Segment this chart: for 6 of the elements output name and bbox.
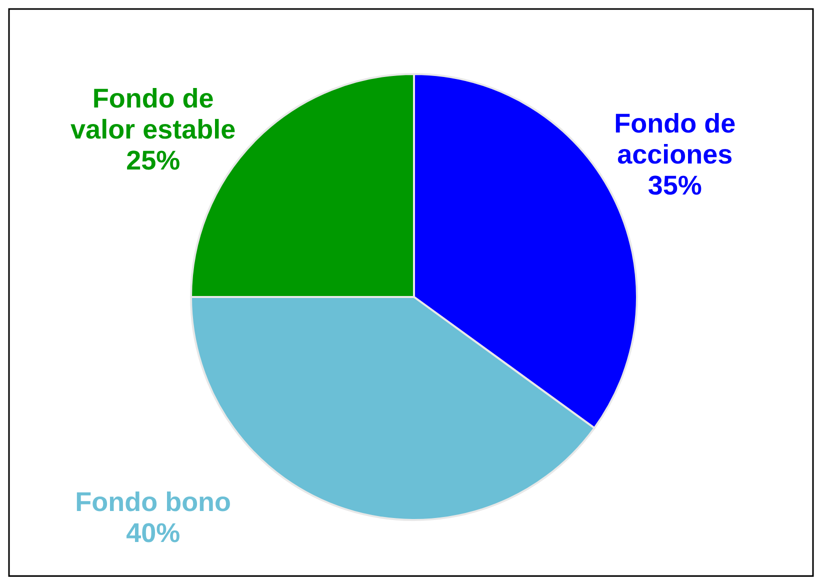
data-label: 25% [126, 146, 180, 176]
slice-label: Fondo de acciones [614, 108, 736, 170]
slice-label: Fondo bono [75, 487, 232, 518]
data-label: 40% [126, 518, 180, 548]
slice-label: Fondo de valor estable [70, 84, 236, 145]
data-label: 35% [648, 170, 702, 201]
